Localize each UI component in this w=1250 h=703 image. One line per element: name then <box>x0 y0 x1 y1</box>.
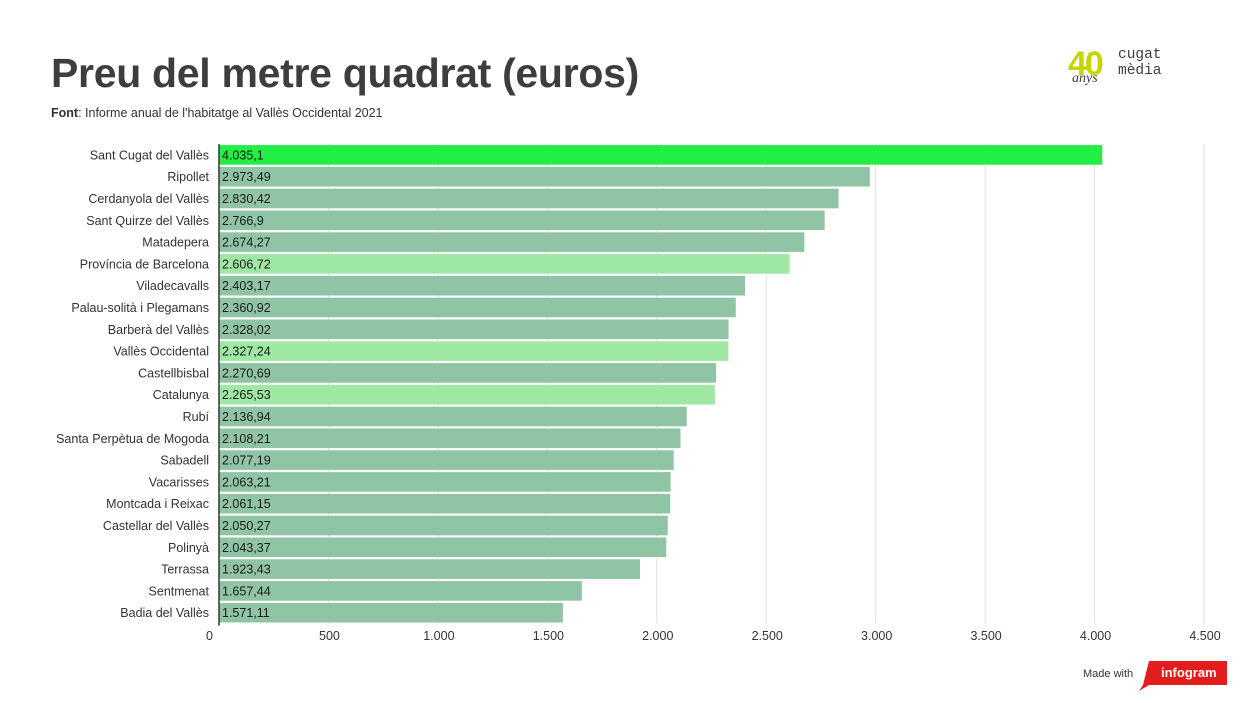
value-label: 2.766,9 <box>222 214 264 228</box>
value-label: 1.571,11 <box>222 606 270 620</box>
x-tick-label: 4.000 <box>1080 629 1111 643</box>
logo-brand: cugat mèdia <box>1118 47 1162 79</box>
value-label: 2.136,94 <box>222 410 271 424</box>
category-label: Ripollet <box>167 170 209 184</box>
category-label: Polinyà <box>168 541 209 555</box>
bar[interactable] <box>219 145 1103 165</box>
x-tick-label: 1.500 <box>533 629 564 643</box>
bar[interactable] <box>219 602 563 623</box>
bar[interactable] <box>219 537 667 558</box>
value-label: 2.327,24 <box>222 345 271 359</box>
value-label: 2.328,02 <box>222 323 271 337</box>
bar[interactable] <box>219 515 668 536</box>
value-label: 2.674,27 <box>222 236 271 250</box>
value-label: 2.830,42 <box>222 192 271 206</box>
category-label: Cerdanyola del Vallès <box>88 192 209 206</box>
value-label: 1.657,44 <box>222 584 271 598</box>
infogram-brand: infogram <box>1161 665 1217 680</box>
source-text: : Informe anual de l'habitatge al Vallès… <box>78 106 383 120</box>
made-with-infogram[interactable]: Made with infogram <box>1083 661 1233 691</box>
value-label: 1.923,43 <box>222 563 271 577</box>
bar[interactable] <box>219 581 582 601</box>
category-label: Sabadell <box>160 454 209 468</box>
category-label: Castellar del Vallès <box>103 519 209 533</box>
category-label: Badia del Vallès <box>120 606 209 620</box>
x-tick-label: 1.000 <box>423 629 454 643</box>
logo-anys: anys <box>1072 71 1098 86</box>
chart-title: Preu del metre quadrat (euros) <box>51 50 639 96</box>
logo-40: 40 <box>1068 45 1104 83</box>
bar[interactable] <box>219 297 736 318</box>
value-label: 2.606,72 <box>222 257 271 271</box>
bar[interactable] <box>219 341 729 361</box>
x-tick-label: 3.500 <box>970 629 1001 643</box>
value-label: 4.035,1 <box>222 148 264 162</box>
bar[interactable] <box>219 428 681 449</box>
value-label: 2.973,49 <box>222 170 271 184</box>
x-tick-label: 4.500 <box>1189 629 1220 643</box>
value-labels: 4.035,1 2.973,49 2.830,42 2.766,9 2.674,27 2.… <box>222 148 271 620</box>
bars <box>219 145 1103 623</box>
bar[interactable] <box>219 559 641 579</box>
category-label: Sentmenat <box>149 584 210 598</box>
value-label: 2.061,15 <box>222 497 271 511</box>
x-tick-label: 2.500 <box>752 629 783 643</box>
value-label: 2.050,27 <box>222 519 271 533</box>
x-tick-label: 500 <box>319 629 340 643</box>
bar[interactable] <box>219 188 839 209</box>
value-label: 2.403,17 <box>222 279 271 293</box>
made-with-text: Made with <box>1083 668 1134 680</box>
category-label: Terrassa <box>161 563 209 577</box>
bar[interactable] <box>219 363 717 383</box>
category-labels: Sant Cugat del Vallès Ripollet Cerdanyola … <box>56 148 209 620</box>
bar[interactable] <box>219 384 715 405</box>
bar[interactable] <box>219 406 687 427</box>
bar[interactable] <box>219 319 729 340</box>
category-label: Viladecavalls <box>136 279 209 293</box>
category-label: Castellbisbal <box>138 366 209 380</box>
value-label: 2.043,37 <box>222 541 271 555</box>
bar[interactable] <box>219 493 671 514</box>
category-label: Sant Cugat del Vallès <box>90 148 209 162</box>
category-label: Sant Quirze del Vallès <box>86 214 209 228</box>
bar[interactable] <box>219 254 790 274</box>
x-tick-label: 3.000 <box>861 629 892 643</box>
bar[interactable] <box>219 210 825 231</box>
category-label: Vallès Occidental <box>113 345 209 359</box>
value-label: 2.265,53 <box>222 388 271 402</box>
bar[interactable] <box>219 472 671 492</box>
bar[interactable] <box>219 275 746 296</box>
value-label: 2.063,21 <box>222 475 271 489</box>
category-label: Vacarisses <box>149 475 209 489</box>
chart-source: Font: Informe anual de l'habitatge al Va… <box>51 106 383 120</box>
category-label: Montcada i Reixac <box>106 497 209 511</box>
bar[interactable] <box>219 232 805 252</box>
category-label: Matadepera <box>142 236 209 250</box>
source-label: Font <box>51 106 79 120</box>
category-label: Rubí <box>183 410 210 424</box>
category-label: Santa Perpètua de Mogoda <box>56 432 209 446</box>
cugat-media-logo: 40 anys cugat mèdia <box>1066 45 1176 93</box>
x-tick-label: 0 <box>206 629 213 643</box>
value-label: 2.270,69 <box>222 366 271 380</box>
bar[interactable] <box>219 166 870 187</box>
category-label: Barberà del Vallès <box>108 323 209 337</box>
category-label: Província de Barcelona <box>80 257 209 271</box>
value-label: 2.077,19 <box>222 454 271 468</box>
category-label: Palau-solità i Plegamans <box>71 301 209 315</box>
x-tick-labels: 0 500 1.000 1.500 2.000 2.500 3.000 3.500 4.000 4… <box>206 629 1221 643</box>
bar[interactable] <box>219 450 674 470</box>
category-label: Catalunya <box>153 388 209 402</box>
x-tick-label: 2.000 <box>642 629 673 643</box>
infogram-badge-icon <box>1139 661 1227 691</box>
value-label: 2.108,21 <box>222 432 271 446</box>
value-label: 2.360,92 <box>222 301 271 315</box>
